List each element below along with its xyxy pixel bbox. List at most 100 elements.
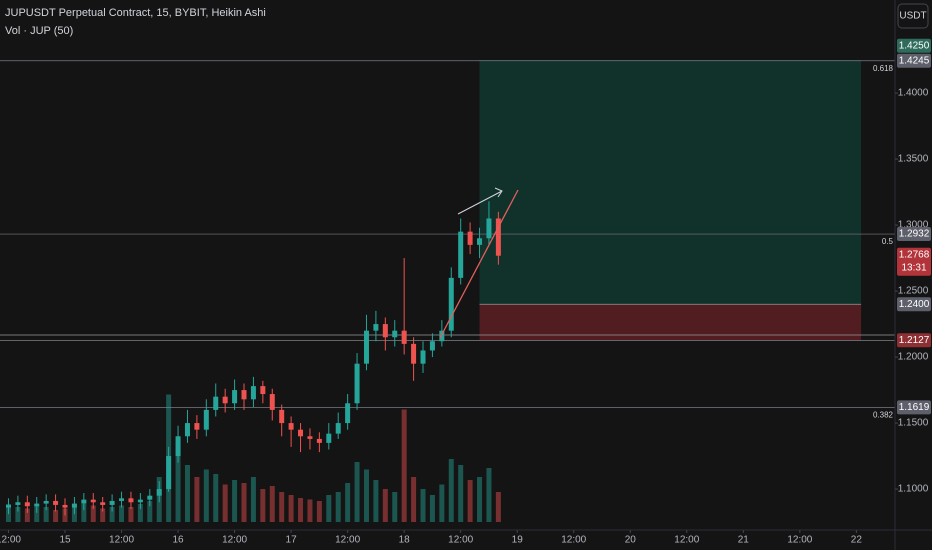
currency-button[interactable] [897, 3, 929, 29]
candle-body [288, 423, 294, 430]
candle-body [15, 502, 21, 505]
candle-body [90, 499, 96, 503]
volume-bar [81, 504, 87, 522]
candle-body [260, 386, 266, 395]
x-tick-label: 12:00 [561, 535, 586, 546]
price-badge [897, 333, 931, 348]
last-price-label: 1.2768 [899, 249, 930, 260]
candle-body [109, 500, 115, 505]
x-tick-label: 22 [851, 535, 863, 546]
y-tick-label: 1.4000 [898, 88, 929, 99]
candle-body [382, 324, 388, 338]
candle-body [43, 500, 49, 504]
candle-body [232, 390, 238, 404]
candle-body [269, 394, 275, 410]
volume-bar [458, 465, 464, 522]
candle-body [467, 231, 473, 245]
volume-bar [15, 507, 21, 522]
price-badge [897, 38, 931, 53]
x-tick-label: 20 [625, 535, 637, 546]
trend-line [439, 189, 519, 339]
volume-bar [213, 474, 219, 522]
candle-body [203, 409, 209, 430]
x-tick-label: 12:00 [0, 535, 21, 546]
candle-body [53, 500, 59, 505]
x-tick-label: 17 [286, 535, 298, 546]
x-tick-label: 16 [172, 535, 184, 546]
candle-body [62, 504, 68, 508]
y-tick-label: 1.2000 [898, 352, 929, 363]
candle-body [429, 341, 435, 351]
volume-bar [109, 507, 115, 522]
candle-body [326, 433, 332, 443]
volume-bar [448, 459, 454, 522]
candle-body [354, 363, 360, 404]
volume-bar [373, 480, 379, 522]
level-label: 0.382 [873, 410, 894, 419]
volume-bar [269, 486, 275, 522]
level-label: 0.618 [873, 64, 894, 73]
volume-bar [222, 484, 228, 522]
volume-bar [467, 480, 473, 522]
candle-body [119, 498, 125, 501]
candle-body [175, 436, 181, 457]
y-tick-label: 1.1500 [898, 418, 929, 429]
x-tick-label: 15 [59, 535, 71, 546]
x-tick-label: 12:00 [335, 535, 360, 546]
candle-body [184, 423, 190, 437]
candle-body [222, 396, 228, 404]
candle-body [316, 438, 322, 443]
x-tick-label: 12:00 [674, 535, 699, 546]
volume-bar [241, 483, 247, 522]
candle-body [439, 330, 445, 342]
price-badge [897, 297, 931, 312]
candle-body [5, 504, 11, 508]
volume-bar [429, 495, 435, 522]
level-label: 0.5 [882, 237, 894, 246]
loss-zone [479, 304, 862, 341]
candle-body [166, 456, 172, 490]
volume-bar [345, 483, 351, 522]
volume-bar [363, 469, 369, 522]
volume-bar [382, 489, 388, 522]
volume-bar [232, 480, 238, 522]
candle-body [392, 330, 398, 338]
volume-bar [24, 508, 30, 522]
x-tick-label: 19 [512, 535, 524, 546]
candle-body [194, 423, 200, 430]
candle-body [335, 423, 341, 434]
volume-bar [411, 477, 417, 522]
price-badge-label: 1.1619 [899, 402, 930, 413]
candle-body [156, 489, 162, 496]
volume-bar [203, 469, 209, 522]
volume-bar [335, 492, 341, 522]
volume-bar [298, 498, 304, 522]
candle-body [71, 503, 77, 508]
price-badge [897, 227, 931, 242]
candle-body [448, 277, 454, 331]
volume-bar [147, 501, 153, 522]
indicator-label: Vol · JUP (50) [5, 25, 73, 37]
volume-bar [34, 505, 40, 522]
candle-body [241, 390, 247, 400]
candle-body [298, 429, 304, 437]
price-badge [897, 53, 931, 68]
volume-bar [316, 501, 322, 522]
candle-body [307, 436, 313, 439]
volume-bar [307, 499, 313, 522]
price-badge-label: 1.2127 [899, 335, 930, 346]
candle-body [411, 343, 417, 364]
volume-bar [486, 468, 492, 522]
volume-bar [175, 454, 181, 522]
price-badge-label: 1.2932 [899, 229, 930, 240]
volume-bar [354, 462, 360, 522]
candle-body [147, 495, 153, 500]
currency-label[interactable]: USDT [899, 11, 926, 22]
volume-bar [392, 492, 398, 522]
candle-body [250, 386, 256, 400]
volume-bar [288, 495, 294, 522]
x-tick-label: 12:00 [448, 535, 473, 546]
volume-bar [495, 492, 501, 522]
